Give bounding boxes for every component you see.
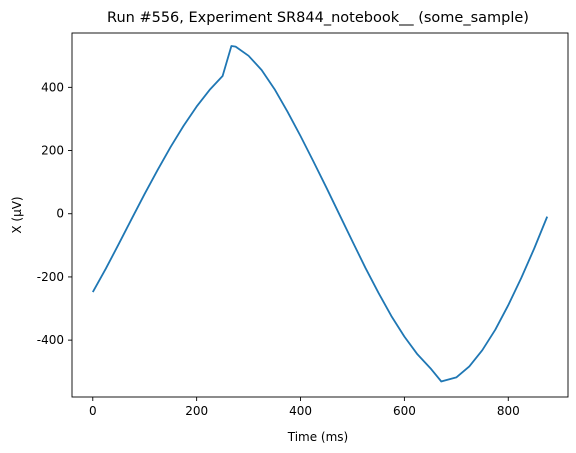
y-axis: -400 -200 0 200 400 xyxy=(37,80,72,347)
x-axis-label: Time (ms) xyxy=(287,430,349,444)
series-group xyxy=(92,45,549,383)
y-axis-label: X (µV) xyxy=(10,196,24,233)
chart-title: Run #556, Experiment SR844_notebook__ (s… xyxy=(107,10,529,26)
y-tick-label: 0 xyxy=(56,207,64,221)
y-tick-label: -400 xyxy=(37,333,64,347)
y-tick-label: 400 xyxy=(41,80,64,94)
x-tick-label: 0 xyxy=(89,404,97,418)
x-axis: 0 200 400 600 800 xyxy=(89,397,520,418)
plot-area-frame xyxy=(71,32,569,398)
x-tick-label: 200 xyxy=(185,404,208,418)
y-tick-label: -200 xyxy=(37,270,64,284)
x-tick-label: 400 xyxy=(289,404,312,418)
x-tick-label: 800 xyxy=(497,404,520,418)
series-line xyxy=(92,45,549,383)
y-tick-label: 200 xyxy=(41,144,64,158)
x-tick-label: 600 xyxy=(393,404,416,418)
